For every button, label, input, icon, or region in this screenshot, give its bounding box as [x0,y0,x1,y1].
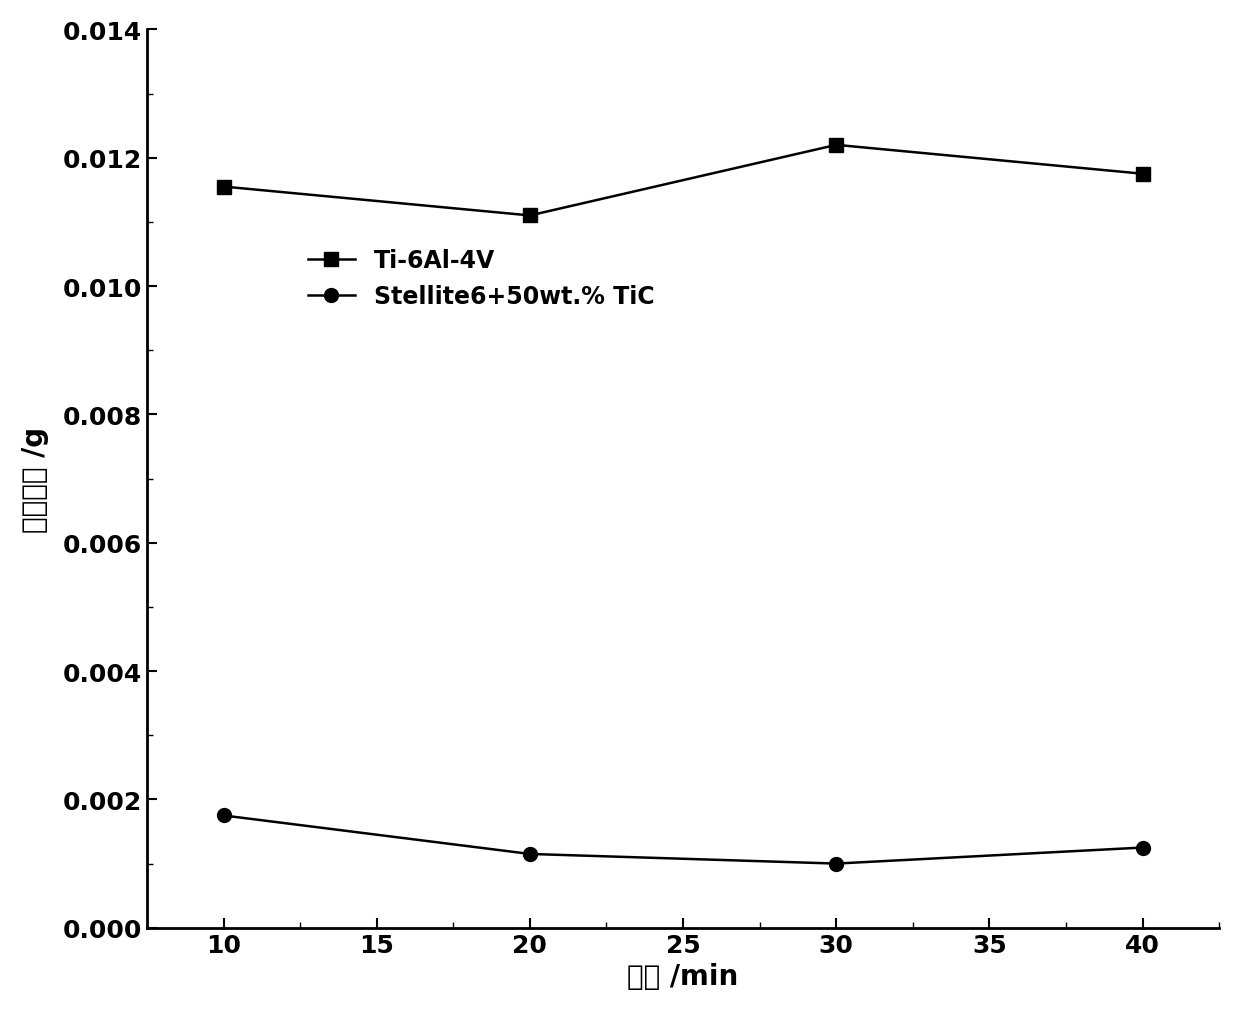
Stellite6+50wt.% TiC [828,857,843,869]
Line: Stellite6+50wt.% TiC: Stellite6+50wt.% TiC [217,809,1149,870]
X-axis label: 时间 /min: 时间 /min [627,962,739,990]
Ti-6Al-4V [522,210,537,222]
Line: Ti-6Al-4V: Ti-6Al-4V [217,139,1149,223]
Stellite6+50wt.% TiC [216,810,231,822]
Ti-6Al-4V [828,140,843,152]
Stellite6+50wt.% TiC [522,848,537,860]
Ti-6Al-4V [1135,169,1149,181]
Y-axis label: 磨损失重 /g: 磨损失重 /g [21,426,48,532]
Stellite6+50wt.% TiC [1135,841,1149,853]
Legend: Ti-6Al-4V, Stellite6+50wt.% TiC: Ti-6Al-4V, Stellite6+50wt.% TiC [298,240,663,318]
Ti-6Al-4V [216,181,231,193]
